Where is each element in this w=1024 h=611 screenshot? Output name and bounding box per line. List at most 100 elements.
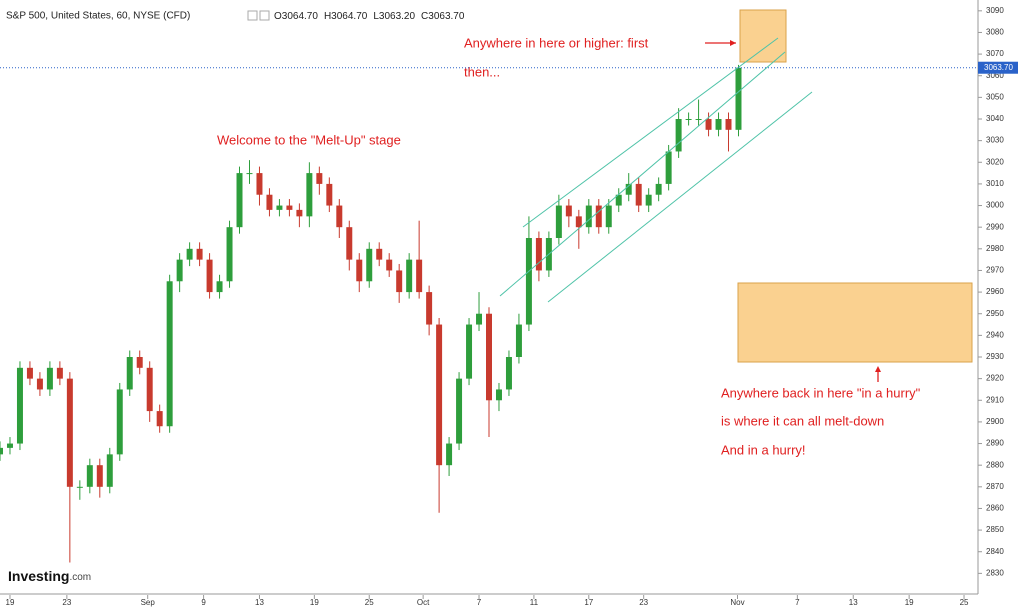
logo: Investing.com (8, 568, 91, 584)
header-label: O (274, 11, 282, 22)
candle-body (715, 119, 722, 130)
candle-body (46, 367, 53, 390)
candle-body (625, 183, 632, 195)
y-tick-label: 3030 (986, 136, 1004, 145)
candle-body (725, 119, 732, 130)
candle-body (436, 324, 443, 466)
candle-body (346, 227, 353, 260)
candle-body (286, 205, 293, 210)
candle-body (306, 173, 313, 217)
candle-body (605, 205, 612, 228)
candle-body (166, 281, 173, 427)
header-label: H (324, 11, 331, 22)
x-tick-label: 25 (960, 598, 969, 607)
x-tick-label: 13 (849, 598, 858, 607)
candle-body (36, 378, 43, 390)
candle-body (446, 443, 453, 466)
candle-body (206, 259, 213, 293)
candle-body (176, 259, 183, 282)
y-tick-label: 2890 (986, 439, 1004, 448)
candle-body (136, 357, 143, 368)
candle-body (126, 357, 133, 390)
header-label: C (421, 11, 428, 22)
y-tick-label: 2950 (986, 309, 1004, 318)
candle-body (555, 205, 562, 238)
x-tick-label: Nov (730, 598, 744, 607)
candle-body (146, 367, 153, 412)
candle-body (615, 194, 622, 206)
y-tick-label: 3020 (986, 157, 1004, 166)
x-tick-label: 25 (365, 598, 374, 607)
annotation: Welcome to the "Melt-Up" stage (217, 132, 401, 147)
candle-body (495, 389, 502, 401)
x-tick-label: 7 (795, 598, 800, 607)
candle-body (16, 367, 23, 444)
annotation: is where it can all melt-down (721, 413, 884, 428)
y-tick-label: 2910 (986, 395, 1004, 404)
y-tick-label: 3060 (986, 71, 1004, 80)
icon (247, 10, 258, 21)
candle-body (376, 248, 383, 260)
header-number: 3064.70 (282, 11, 319, 22)
y-tick-label: 3050 (986, 92, 1004, 101)
candle-body (336, 205, 343, 228)
candle-body (256, 173, 263, 195)
y-tick-label: 3090 (986, 6, 1004, 15)
header-value: L3063.20 (373, 11, 415, 22)
candle-body (476, 313, 483, 325)
x-tick-label: 19 (905, 598, 914, 607)
candle-body (456, 378, 463, 444)
annotation: Anywhere back in here "in a hurry" (721, 385, 921, 400)
candle-body (486, 313, 492, 401)
y-tick-label: 2920 (986, 374, 1004, 383)
y-tick-label: 2840 (986, 547, 1004, 556)
x-tick-label: 23 (62, 598, 71, 607)
target-zone (739, 9, 787, 63)
y-tick-label: 2930 (986, 352, 1004, 361)
candle-body (6, 443, 13, 448)
candle-body (116, 389, 123, 455)
y-tick-label: 2970 (986, 266, 1004, 275)
plot-area (0, 64, 742, 563)
candle-body (695, 119, 702, 120)
candle-body (575, 216, 582, 228)
candle-body (406, 259, 413, 293)
y-tick-label: 3070 (986, 49, 1004, 58)
y-tick-label: 2830 (986, 568, 1004, 577)
candle-body (226, 227, 233, 282)
y-tick-label: 2990 (986, 222, 1004, 231)
candle-body (735, 67, 742, 130)
candle-body (685, 119, 692, 120)
candle-body (366, 248, 373, 282)
candle-body (675, 119, 682, 152)
header-value: C3063.70 (421, 11, 465, 22)
candle-body (505, 357, 512, 390)
candle-body (426, 292, 433, 325)
candle-body (356, 259, 363, 282)
candle-body (316, 173, 323, 184)
channel-line (547, 91, 813, 303)
y-tick-label: 2850 (986, 525, 1004, 534)
candle-body (705, 119, 712, 130)
logo-text: Investing (8, 568, 69, 584)
candle-body (665, 151, 672, 184)
channel-line (522, 37, 779, 228)
candle-body (186, 248, 193, 260)
last-price-label: 3063.70 (984, 63, 1013, 72)
annotation: then... (464, 64, 500, 79)
candle-body (416, 259, 423, 293)
meltdown-zone (737, 282, 973, 363)
candle-body (216, 281, 223, 293)
y-tick-label: 2960 (986, 287, 1004, 296)
header-values: O3064.70 H3064.70 L3063.20 C3063.70 (274, 11, 465, 22)
y-tick-label: 2900 (986, 417, 1004, 426)
candle-body (655, 183, 662, 195)
y-tick-label: 2860 (986, 504, 1004, 513)
header-label: L (373, 11, 379, 22)
y-tick-label: 2880 (986, 460, 1004, 469)
icon (259, 10, 270, 21)
candle-body (86, 465, 93, 487)
candle-body (525, 238, 532, 325)
candle-body (56, 367, 63, 379)
candle-body (565, 205, 572, 217)
